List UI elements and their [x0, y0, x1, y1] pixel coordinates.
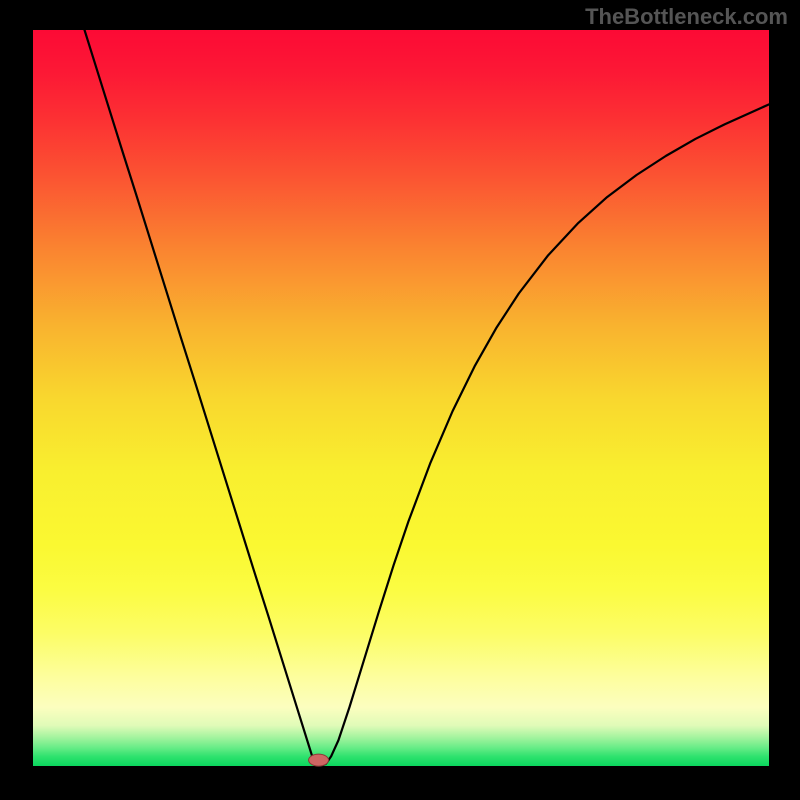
optimum-marker — [309, 754, 329, 766]
chart-svg — [0, 0, 800, 800]
bottleneck-chart — [0, 0, 800, 800]
plot-background — [33, 30, 769, 766]
watermark-text: TheBottleneck.com — [585, 4, 788, 30]
